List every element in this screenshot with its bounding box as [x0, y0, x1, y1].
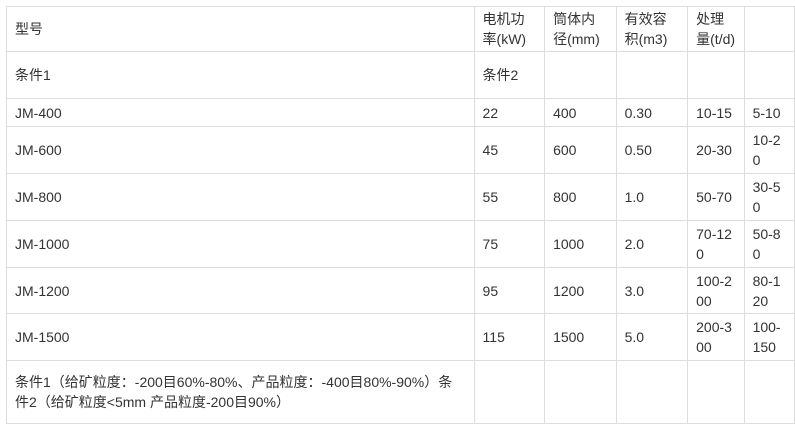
- cell-diameter: 1000: [544, 220, 617, 268]
- cell-capacity-2: 100-150: [743, 313, 795, 361]
- table-row-jm-1200: JM-1200 95 1200 3.0 100-200 80-120: [6, 267, 795, 314]
- cell-diameter: 800: [544, 173, 617, 221]
- cell-capacity-1: 10-15: [687, 98, 745, 127]
- cell-empty: [615, 360, 689, 424]
- cell-empty: [743, 51, 795, 99]
- spec-table: 型号 电机功率(kW) 筒体内径(mm) 有效容积(m3) 处理量(t/d) 条…: [6, 6, 795, 424]
- cell-model: JM-800: [6, 173, 475, 221]
- footer-note-cell: 条件1（给矿粒度：-200目60%-80%、产品粒度：-400目80%-90%）…: [6, 360, 475, 424]
- cell-capacity-2: 80-120: [743, 267, 795, 314]
- cell-capacity-1: 70-120: [687, 220, 745, 268]
- cell-power: 75: [473, 220, 546, 268]
- cell-power: 55: [473, 173, 546, 221]
- cell-condition-2: 条件2: [473, 51, 546, 99]
- condition-row: 条件1 条件2: [6, 51, 795, 99]
- cell-volume: 0.50: [615, 126, 689, 174]
- header-capacity: 处理量(t/d): [687, 6, 745, 52]
- cell-capacity-1: 50-70: [687, 173, 745, 221]
- cell-capacity-2: 10-20: [743, 126, 795, 174]
- cell-model: JM-600: [6, 126, 475, 174]
- cell-model: JM-1000: [6, 220, 475, 268]
- header-motor-power: 电机功率(kW): [473, 6, 546, 52]
- cell-model: JM-400: [6, 98, 475, 127]
- cell-capacity-2: 50-80: [743, 220, 795, 268]
- cell-volume: 1.0: [615, 173, 689, 221]
- cell-condition-1: 条件1: [6, 51, 475, 99]
- cell-capacity-1: 100-200: [687, 267, 745, 314]
- footer-row: 条件1（给矿粒度：-200目60%-80%、产品粒度：-400目80%-90%）…: [6, 360, 795, 424]
- cell-power: 22: [473, 98, 546, 127]
- table-row-jm-1500: JM-1500 115 1500 5.0 200-300 100-150: [6, 313, 795, 361]
- table-row-jm-600: JM-600 45 600 0.50 20-30 10-20: [6, 126, 795, 174]
- header-row: 型号 电机功率(kW) 筒体内径(mm) 有效容积(m3) 处理量(t/d): [6, 6, 795, 52]
- cell-model: JM-1500: [6, 313, 475, 361]
- cell-capacity-2: 5-10: [743, 98, 795, 127]
- cell-empty: [687, 51, 745, 99]
- cell-volume: 3.0: [615, 267, 689, 314]
- cell-volume: 0.30: [615, 98, 689, 127]
- cell-empty: [743, 360, 795, 424]
- table-row-jm-1000: JM-1000 75 1000 2.0 70-120 50-80: [6, 220, 795, 268]
- cell-diameter: 1500: [544, 313, 617, 361]
- cell-empty: [544, 360, 617, 424]
- header-empty: [743, 6, 795, 52]
- cell-diameter: 1200: [544, 267, 617, 314]
- cell-capacity-2: 30-50: [743, 173, 795, 221]
- cell-empty: [615, 51, 689, 99]
- table-row-jm-400: JM-400 22 400 0.30 10-15 5-10: [6, 98, 795, 127]
- cell-empty: [544, 51, 617, 99]
- table-row-jm-800: JM-800 55 800 1.0 50-70 30-50: [6, 173, 795, 221]
- header-model: 型号: [6, 6, 475, 52]
- cell-volume: 5.0: [615, 313, 689, 361]
- header-effective-volume: 有效容积(m3): [615, 6, 689, 52]
- cell-power: 115: [473, 313, 546, 361]
- cell-model: JM-1200: [6, 267, 475, 314]
- cell-diameter: 400: [544, 98, 617, 127]
- cell-power: 95: [473, 267, 546, 314]
- cell-capacity-1: 20-30: [687, 126, 745, 174]
- cell-capacity-1: 200-300: [687, 313, 745, 361]
- header-cylinder-diameter: 筒体内径(mm): [544, 6, 617, 52]
- cell-volume: 2.0: [615, 220, 689, 268]
- cell-empty: [687, 360, 745, 424]
- cell-diameter: 600: [544, 126, 617, 174]
- cell-power: 45: [473, 126, 546, 174]
- cell-empty: [473, 360, 546, 424]
